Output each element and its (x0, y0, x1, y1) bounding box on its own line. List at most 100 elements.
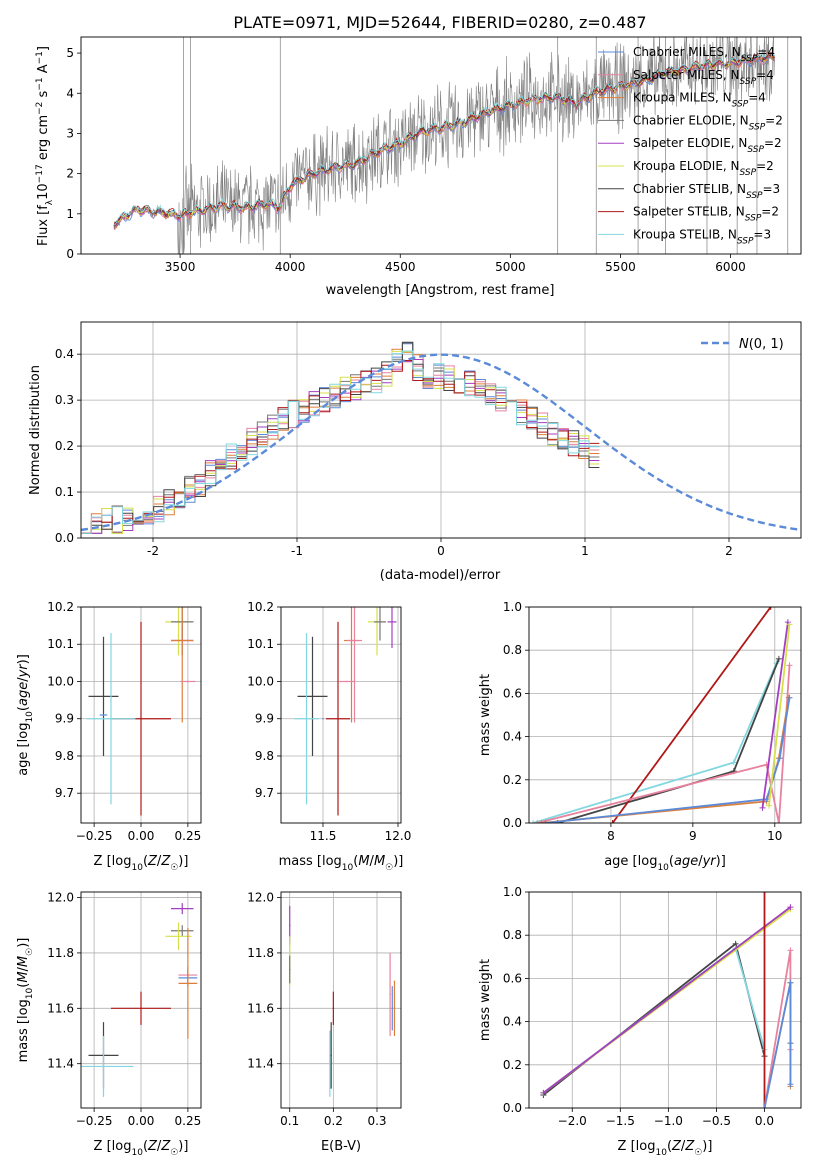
plot-content (288, 905, 396, 1097)
errorbar-point (181, 929, 184, 932)
errorbar-point (329, 1062, 331, 1065)
axes-frame (280, 891, 402, 1109)
errorbar-point (181, 639, 184, 642)
legend-label: Salpeter STELIB, NSSP=2 (633, 205, 779, 224)
axes-frame (80, 606, 202, 824)
legend-label: Kroupa STELIB, NSSP=3 (633, 227, 771, 246)
errorbar-point (102, 714, 105, 716)
hist-legend: N(0, 1) (701, 337, 784, 352)
plot-area (281, 892, 401, 1108)
x-tick-label: 0.2 (324, 1114, 343, 1128)
x-tick-label: 0.00 (128, 829, 155, 843)
axes-weight_vs_age: 8 9 10 0.0 0.2 0.4 0.6 0.8 1.0 age [log10(age/yr)… (478, 600, 802, 873)
y-tick-label: 10.0 (47, 674, 74, 688)
errorbar-point (187, 680, 189, 683)
y-tick-label: 0.6 (503, 971, 522, 985)
x-tick-label: 0.00 (128, 1114, 155, 1128)
y-tick-label: 0.0 (503, 816, 522, 830)
errorbar-point (322, 717, 324, 720)
y-tick-label: 11.4 (247, 1057, 274, 1071)
x-tick-label: 4000 (275, 260, 306, 274)
y-tick-label: 2 (66, 167, 74, 181)
x-tick-label: −0.25 (76, 829, 113, 843)
x-tick-label: 0.25 (175, 1114, 202, 1128)
y-tick-label: 11.8 (247, 946, 274, 960)
y-tick-label: 12.0 (47, 891, 74, 905)
x-tick-label: 0.1 (280, 1114, 299, 1128)
errorbar-point (102, 695, 105, 698)
errorbar-point (177, 935, 180, 938)
axes-mass_vs_ebv: 0.1 0.2 0.3 11.4 11.6 11.8 12.0 E(B-V) (247, 891, 402, 1154)
weight-line-salpeter-elodie (542, 906, 791, 1094)
y-tick-label: 0.8 (503, 643, 522, 657)
x-tick-label: 0.25 (175, 829, 202, 843)
y-tick-label: 0.2 (503, 1058, 522, 1072)
y-tick-label: 5 (66, 46, 74, 60)
axes-weight_vs_z: −2.0 −1.5 −1.0 −0.5 0.0 0.0 0.2 0.4 0.6 0.8 1.0 Z [… (478, 885, 802, 1158)
y-axis-label: mass weight (478, 959, 493, 1041)
y-tick-label: 0.2 (503, 773, 522, 787)
weight-line-chabrier-miles (545, 697, 791, 823)
axes-mass_vs_z: −0.25 0.00 0.25 11.4 11.6 11.8 12.0 Z [log10(Z/… (16, 891, 202, 1158)
y-tick-label: 11.6 (247, 1001, 274, 1015)
y-tick-label: 9.9 (55, 712, 74, 726)
panels-layer: 3500 4000 4500 5000 5500 6000 0 1 2 3 4 5 Chabrier M… (16, 36, 802, 1158)
axes-age_vs_z: −0.25 0.00 0.25 9.7 9.8 9.9 10.0 10.1 10.2 Z [log… (16, 600, 202, 873)
errorbar-point (305, 717, 308, 720)
x-axis-label: E(B-V) (321, 1139, 361, 1154)
x-tick-label: −0.25 (76, 1114, 113, 1128)
y-tick-label: 1 (66, 207, 74, 221)
weight-line-salpeter-elodie (761, 621, 789, 809)
errorbar-point (346, 680, 348, 683)
weight-line-chabrier-miles (763, 982, 792, 1108)
plot-content (294, 607, 397, 816)
y-tick-label: 9.7 (55, 786, 74, 800)
errorbar-point (330, 1054, 332, 1057)
plot-content (113, 37, 789, 254)
plot-content (540, 892, 794, 1108)
axes-spectrum: 3500 4000 4500 5000 5500 6000 0 1 2 3 4 5 Chabrier M… (35, 36, 802, 298)
y-axis-label: mass [log10(M/M☉)] (16, 938, 35, 1063)
y-tick-label: 12.0 (247, 891, 274, 905)
y-tick-label: 10.2 (247, 600, 274, 614)
legend-label: Kroupa ELODIE, NSSP=2 (633, 159, 774, 178)
y-axis-label: Normed distribution (28, 365, 43, 495)
y-tick-label: 0.1 (55, 485, 74, 499)
legend-label: Chabrier MILES, NSSP=4 (633, 45, 775, 64)
plot-content (86, 607, 196, 816)
errorbar-point (391, 1007, 394, 1010)
x-tick-label: −2.0 (558, 1114, 587, 1128)
errorbar-point (102, 1065, 105, 1068)
x-axis-label: age [log10(age/yr)] (604, 854, 726, 873)
x-tick-label: 4500 (385, 260, 416, 274)
axes-age_vs_mass: 11.5 12.0 9.7 9.8 9.9 10.0 10.1 10.2 mass [log10… (247, 600, 411, 873)
x-tick-label: 5000 (495, 260, 526, 274)
axes-frame (80, 36, 802, 255)
x-tick-label: -2 (147, 544, 159, 558)
y-tick-label: 0.4 (55, 347, 74, 361)
legend-label: Chabrier STELIB, NSSP=3 (633, 182, 780, 201)
errorbar-point (389, 993, 391, 996)
y-tick-label: 0.6 (503, 686, 522, 700)
axes-frame (80, 891, 202, 1109)
axes-frame (528, 891, 802, 1109)
x-tick-label: 0 (437, 544, 445, 558)
errorbar-point (187, 982, 189, 985)
errorbar-point (288, 924, 291, 927)
model-line-kroupa-stelib (113, 52, 775, 226)
legend-label: Salpeter MILES, NSSP=4 (633, 68, 774, 87)
y-tick-label: 0.4 (503, 730, 522, 744)
legend-label: Kroupa MILES, NSSP=4 (633, 91, 766, 110)
errorbar-point (140, 717, 142, 720)
x-tick-label: 5500 (605, 260, 636, 274)
x-tick-label: 8 (607, 829, 615, 843)
plot-content (81, 341, 799, 534)
y-tick-label: 0.0 (55, 531, 74, 545)
x-tick-label: 0.3 (367, 1114, 386, 1128)
errorbar-point (110, 717, 112, 720)
y-tick-label: 0 (66, 247, 74, 261)
errorbar-point (393, 1007, 396, 1010)
weight-line-kroupa-elodie (768, 624, 791, 806)
x-tick-label: 9 (689, 829, 697, 843)
y-tick-label: 11.4 (47, 1057, 74, 1071)
